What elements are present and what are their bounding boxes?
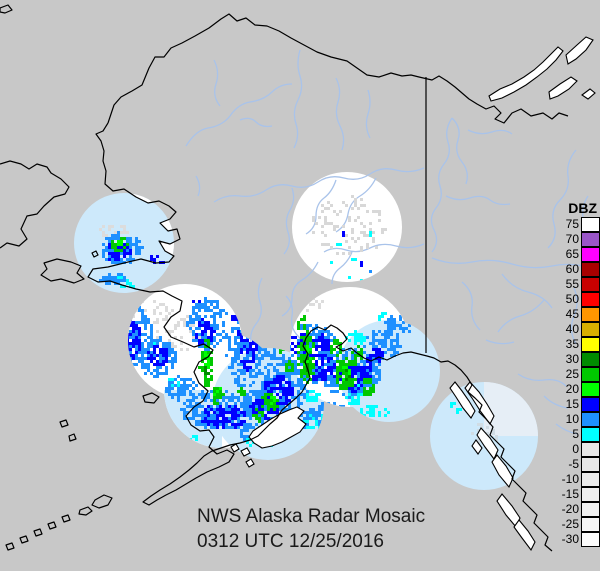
legend-entry-label: 0 — [572, 442, 579, 456]
legend-entry-label: -15 — [561, 487, 579, 501]
legend-entry-label: 40 — [565, 322, 579, 336]
legend-entry: 20 — [551, 381, 600, 397]
legend-entry: -30 — [551, 531, 600, 547]
map-timestamp: 0312 UTC 12/25/2016 — [197, 531, 384, 552]
island-coastlines — [230, 36, 596, 552]
legend-entry-label: -25 — [561, 517, 579, 531]
dbz-legend-scale: 75 70 65 60 55 50 45 40 35 30 25 20 15 10 5 0 -5 -10 -15 -2… — [551, 216, 600, 547]
legend-entry-label: 75 — [565, 217, 579, 231]
legend-entry: 65 — [551, 246, 600, 262]
legend-entry: 15 — [551, 396, 600, 412]
legend-color-swatch — [581, 276, 600, 292]
legend-color-swatch — [581, 216, 600, 232]
legend-entry: 30 — [551, 351, 600, 367]
legend-color-swatch — [581, 261, 600, 277]
legend-color-swatch — [581, 531, 600, 547]
legend-color-swatch — [581, 411, 600, 427]
legend-entry: -5 — [551, 456, 600, 472]
legend-color-swatch — [581, 366, 600, 382]
legend-entry-label: 55 — [565, 277, 579, 291]
legend-entry-label: 60 — [565, 262, 579, 276]
legend-color-swatch — [581, 321, 600, 337]
legend-entry: 5 — [551, 426, 600, 442]
dbz-legend: DBZ 75 70 65 60 55 50 45 40 35 30 25 20 15 10 5 0 -5 -10-… — [551, 200, 600, 547]
legend-entry-label: 25 — [565, 367, 579, 381]
legend-entry: 60 — [551, 261, 600, 277]
legend-entry: -20 — [551, 501, 600, 517]
legend-entry: -10 — [551, 471, 600, 487]
legend-entry-label: -10 — [561, 472, 579, 486]
legend-color-swatch — [581, 426, 600, 442]
legend-color-swatch — [581, 471, 600, 487]
legend-entry: 25 — [551, 366, 600, 382]
legend-entry-label: 15 — [565, 397, 579, 411]
legend-entry: -25 — [551, 516, 600, 532]
legend-color-swatch — [581, 291, 600, 307]
legend-entry-label: 65 — [565, 247, 579, 261]
map-caption: NWS Alaska Radar Mosaic 0312 UTC 12/25/2… — [197, 504, 425, 554]
map-title: NWS Alaska Radar Mosaic — [197, 506, 426, 527]
legend-entry: 45 — [551, 306, 600, 322]
legend-color-swatch — [581, 246, 600, 262]
legend-color-swatch — [581, 441, 600, 457]
legend-entry-label: 20 — [565, 382, 579, 396]
legend-entry-label: 35 — [565, 337, 579, 351]
legend-entry: 70 — [551, 231, 600, 247]
legend-color-swatch — [581, 231, 600, 247]
coverage-overlay — [484, 382, 538, 436]
legend-entry-label: 30 — [565, 352, 579, 366]
legend-color-swatch — [581, 351, 600, 367]
legend-entry: 10 — [551, 411, 600, 427]
legend-entry: 75 — [551, 216, 600, 232]
legend-entry: 0 — [551, 441, 600, 457]
legend-entry: 50 — [551, 291, 600, 307]
legend-entry-label: -30 — [561, 532, 579, 546]
legend-entry: 55 — [551, 276, 600, 292]
legend-color-swatch — [581, 501, 600, 517]
legend-entry-label: 50 — [565, 292, 579, 306]
legend-entry-label: -20 — [561, 502, 579, 516]
legend-color-swatch — [581, 381, 600, 397]
legend-entry-label: 5 — [572, 427, 579, 441]
legend-color-swatch — [581, 516, 600, 532]
legend-entry: -15 — [551, 486, 600, 502]
legend-color-swatch — [581, 456, 600, 472]
legend-entry: 40 — [551, 321, 600, 337]
coverage-overlay — [164, 390, 222, 448]
legend-color-swatch — [581, 306, 600, 322]
legend-entry-label: 45 — [565, 307, 579, 321]
radar-coverage-fairbanks — [292, 172, 402, 282]
legend-color-swatch — [581, 486, 600, 502]
coastlines — [0, 4, 569, 552]
dbz-legend-title: DBZ — [568, 200, 597, 216]
legend-entry-label: -5 — [568, 457, 579, 471]
legend-color-swatch — [581, 336, 600, 352]
legend-entry-label: 10 — [565, 412, 579, 426]
legend-color-swatch — [581, 396, 600, 412]
legend-entry-label: 70 — [565, 232, 579, 246]
legend-entry: 35 — [551, 336, 600, 352]
